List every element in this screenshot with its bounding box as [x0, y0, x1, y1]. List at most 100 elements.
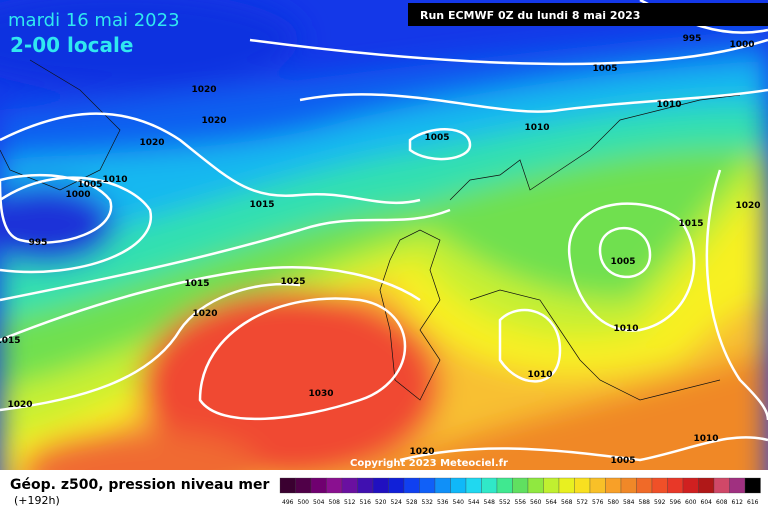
legend-swatch: [403, 477, 420, 494]
legend-label: 504: [313, 499, 325, 506]
legend-swatch: [465, 477, 482, 494]
legend-swatch: [357, 477, 374, 494]
legend-label: 616: [747, 499, 759, 506]
legend-swatch: [295, 477, 312, 494]
legend-label: 548: [484, 499, 496, 506]
legend-label: 512: [344, 499, 356, 506]
run-info: Run ECMWF 0Z du lundi 8 mai 2023: [420, 9, 640, 22]
isobar-label: 1010: [613, 324, 638, 334]
legend-swatch: [605, 477, 622, 494]
copyright: Copyright 2023 Meteociel.fr: [350, 458, 508, 469]
legend-label: 580: [608, 499, 620, 506]
legend-swatch: [620, 477, 637, 494]
legend-label: 572: [577, 499, 589, 506]
legend-swatch: [543, 477, 560, 494]
legend-swatch: [682, 477, 699, 494]
isobar-label: 1015: [0, 336, 21, 346]
isobar-label: 1025: [280, 277, 305, 287]
isobar-label: 1020: [139, 138, 164, 148]
legend-swatch: [636, 477, 653, 494]
legend-label: 520: [375, 499, 387, 506]
isobar-label: 1020: [192, 309, 217, 319]
isobar-label: 1005: [77, 180, 102, 190]
legend-swatch: [512, 477, 529, 494]
legend-label: 584: [623, 499, 635, 506]
isobar-label: 1015: [249, 200, 274, 210]
legend-label: 600: [685, 499, 697, 506]
legend-swatch: [372, 477, 389, 494]
legend-swatch: [713, 477, 730, 494]
legend-label: 496: [282, 499, 294, 506]
legend-swatch: [481, 477, 498, 494]
legend-swatch: [434, 477, 451, 494]
legend-label: 552: [499, 499, 511, 506]
isobar-label: 1015: [184, 279, 209, 289]
isobar-label: 995: [29, 238, 48, 248]
legend-label: 592: [654, 499, 666, 506]
isobar-label: 995: [683, 34, 702, 44]
isobar-label: 1020: [409, 447, 434, 457]
isobar-label: 1030: [308, 389, 333, 399]
legend-label: 564: [546, 499, 558, 506]
legend-label: 508: [329, 499, 341, 506]
isobar-label: 1000: [729, 40, 754, 50]
legend-label: 532: [422, 499, 434, 506]
legend-swatch: [558, 477, 575, 494]
isobar-label: 1010: [524, 123, 549, 133]
legend-label: 500: [298, 499, 310, 506]
isobar-label: 1005: [592, 64, 617, 74]
isobar-label: 1005: [610, 257, 635, 267]
color-legend: 496 500 504 508 512 516 520 524 528 532 536 540 544 5…: [279, 477, 761, 506]
isobar-label: 1020: [191, 85, 216, 95]
legend-swatch: [698, 477, 715, 494]
legend-swatch: [744, 477, 761, 494]
legend-swatch: [341, 477, 358, 494]
isobar-label: 1010: [656, 100, 681, 110]
local-time: 2-00 locale: [10, 33, 133, 57]
legend-label: 588: [639, 499, 651, 506]
lead-time: (+192h): [14, 494, 60, 507]
isobar-label: 1010: [693, 434, 718, 444]
isobar-label: 1010: [527, 370, 552, 380]
date: mardi 16 mai 2023: [8, 10, 180, 31]
legend-swatch: [388, 477, 405, 494]
legend-label: 596: [670, 499, 682, 506]
isobar-label: 1020: [201, 116, 226, 126]
legend-label: 608: [716, 499, 728, 506]
legend-label: 604: [701, 499, 713, 506]
legend-swatch: [651, 477, 668, 494]
isobar-label: 1005: [610, 456, 635, 466]
legend-label: 524: [391, 499, 403, 506]
run-box: [408, 3, 768, 26]
footer-title: Géop. z500, pression niveau mer: [10, 477, 269, 493]
legend-swatch: [326, 477, 343, 494]
legend-label: 612: [732, 499, 744, 506]
legend-swatch: [527, 477, 544, 494]
legend-label: 576: [592, 499, 604, 506]
legend-swatch: [496, 477, 513, 494]
legend-swatch: [419, 477, 436, 494]
legend-label: 540: [453, 499, 465, 506]
legend-label: 516: [360, 499, 372, 506]
legend-swatch: [589, 477, 606, 494]
isobar-label: 1000: [65, 190, 90, 200]
legend-label: 544: [468, 499, 480, 506]
legend-label: 560: [530, 499, 542, 506]
legend-label: 568: [561, 499, 573, 506]
isobar-label: 1010: [102, 175, 127, 185]
legend-label: 536: [437, 499, 449, 506]
legend-swatch: [729, 477, 746, 494]
isobar-label: 1020: [735, 201, 760, 211]
legend-label: 556: [515, 499, 527, 506]
legend-swatch: [310, 477, 327, 494]
isobar-label: 1015: [678, 219, 703, 229]
isobar-label: 1005: [424, 133, 449, 143]
legend-swatch: [667, 477, 684, 494]
legend-swatch: [574, 477, 591, 494]
legend-swatch: [279, 477, 296, 494]
legend-swatch: [450, 477, 467, 494]
isobar-label: 1020: [7, 400, 32, 410]
